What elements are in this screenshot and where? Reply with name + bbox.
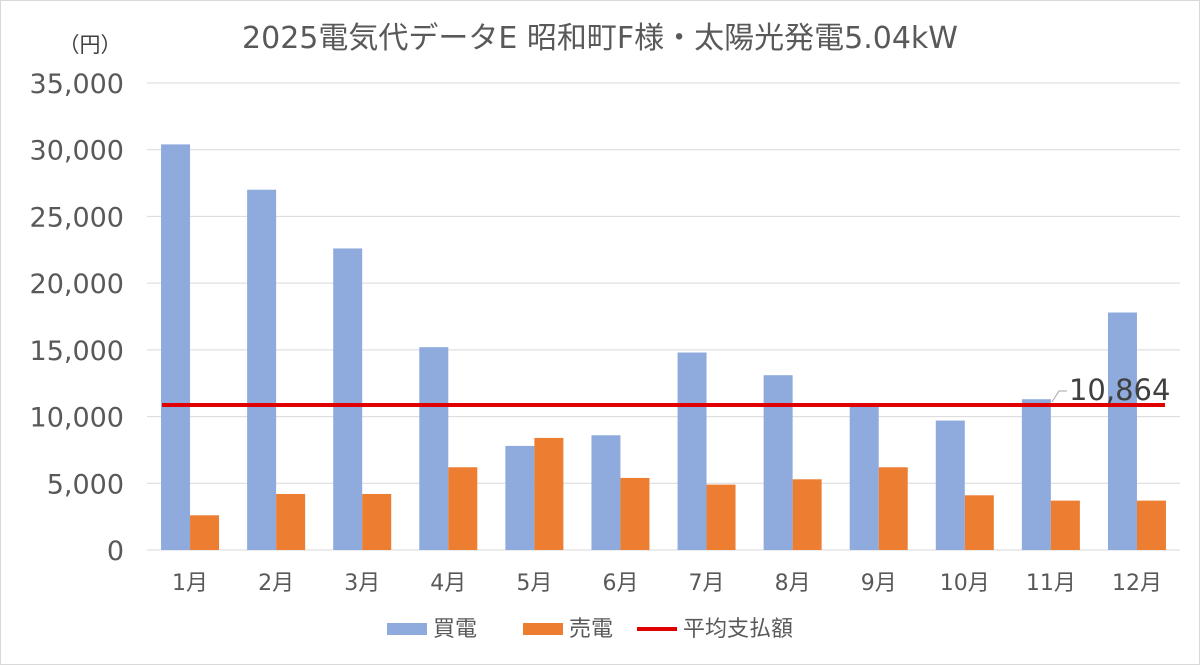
x-tick-label: 11月 [1026,571,1076,596]
y-tick-label: 10,000 [30,403,124,434]
buy-bar-5 [505,445,535,550]
sell-bar-11 [1050,500,1080,550]
sell-bar-9 [878,467,908,550]
legend-label-sell: 売電 [569,617,613,642]
buy-bar-7 [677,352,707,550]
sell-bar-8 [792,479,822,550]
legend-swatch-sell [523,623,563,635]
sell-bar-7 [706,484,736,550]
y-tick-label: 20,000 [30,269,124,300]
x-tick-label: 1月 [172,571,208,596]
sell-bar-10 [964,495,994,550]
buy-bar-8 [763,375,793,550]
x-tick-label: 8月 [775,571,811,596]
chart-title: 2025電気代データE 昭和町F様・太陽光発電5.04kW [242,21,958,56]
y-tick-label: 35,000 [30,69,124,100]
sell-bar-12 [1136,500,1166,550]
y-tick-label: 30,000 [30,136,124,167]
buy-bar-3 [333,248,363,551]
y-tick-label: 5,000 [47,469,124,500]
buy-bar-11 [1021,399,1051,550]
buy-bar-10 [935,420,965,550]
sell-bar-1 [190,515,220,550]
sell-bar-3 [362,493,392,550]
buy-bar-1 [161,144,191,550]
y-tick-label: 25,000 [30,202,124,233]
sell-bar-6 [620,477,650,550]
legend-swatch-buy [387,623,427,635]
legend-label-average: 平均支払額 [683,617,793,642]
x-tick-label: 3月 [344,571,380,596]
legend-label-buy: 買電 [433,617,477,642]
y-unit-label: （円） [59,33,122,57]
x-tick-label: 9月 [861,571,897,596]
x-tick-label: 7月 [689,571,725,596]
x-tick-label: 10月 [940,571,990,596]
sell-bar-4 [448,467,478,550]
y-tick-label: 15,000 [30,336,124,367]
x-tick-label: 2月 [258,571,294,596]
buy-bar-9 [849,404,879,550]
buy-bar-4 [419,347,449,550]
x-tick-label: 5月 [516,571,552,596]
buy-bar-12 [1107,312,1137,550]
average-label-leader [1051,390,1067,403]
x-tick-label: 6月 [602,571,638,596]
x-tick-label: 12月 [1112,571,1162,596]
buy-bar-2 [247,189,277,550]
sell-bar-5 [534,437,564,550]
x-tick-label: 4月 [430,571,466,596]
sell-bar-2 [276,493,306,550]
buy-bar-6 [591,435,621,550]
y-tick-label: 0 [107,536,124,567]
average-value-label: 10,864 [1069,373,1170,407]
